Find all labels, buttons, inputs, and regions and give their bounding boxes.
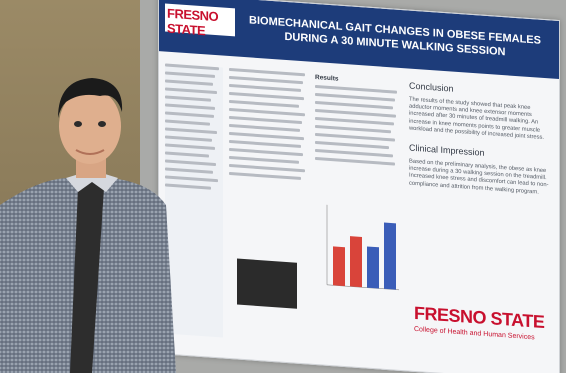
left-eye	[74, 121, 82, 127]
clinical-text: Based on the preliminary analysis, the o…	[409, 158, 549, 196]
bar-4	[384, 222, 396, 290]
bar-2	[350, 236, 362, 288]
person-figure	[0, 78, 176, 373]
bar-1	[333, 246, 345, 287]
column-2	[229, 67, 309, 344]
necktie	[70, 174, 104, 373]
right-eye	[98, 121, 106, 127]
hair	[58, 78, 123, 118]
research-poster: FRESNO STATE BIOMECHANICAL GAIT CHANGES …	[158, 0, 560, 373]
figure-image	[237, 258, 297, 309]
column-results: Results	[315, 74, 401, 350]
poster-title: BIOMECHANICAL GAIT CHANGES IN OBESE FEMA…	[249, 14, 541, 59]
smile	[75, 149, 105, 155]
face	[59, 88, 121, 164]
bar-chart	[315, 193, 401, 320]
bar-3	[367, 246, 379, 289]
